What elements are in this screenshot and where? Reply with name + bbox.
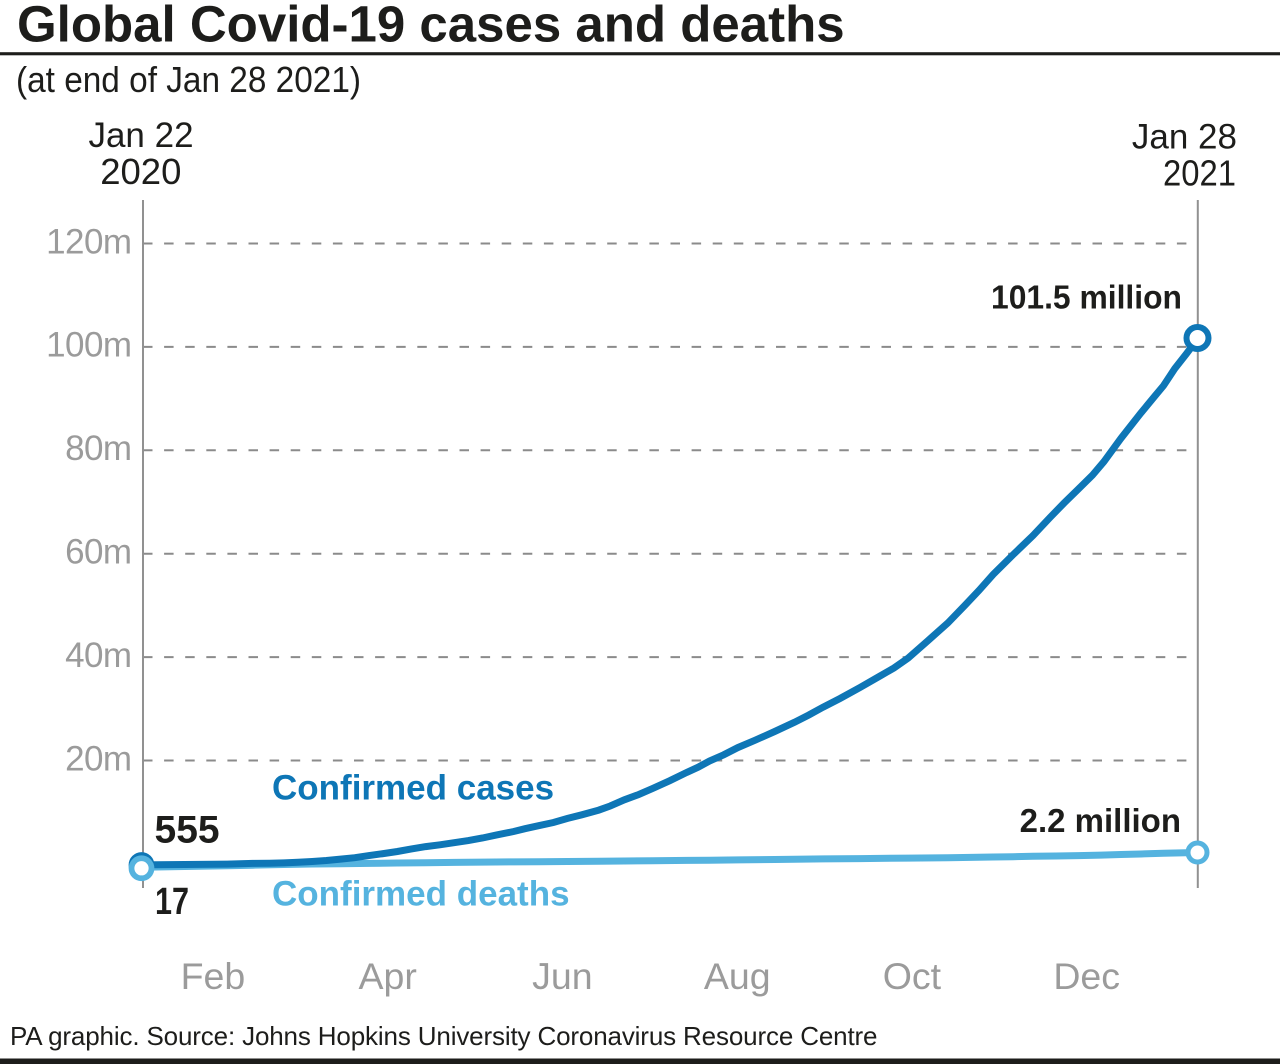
svg-text:Dec: Dec xyxy=(1053,955,1120,997)
svg-text:Confirmed cases: Confirmed cases xyxy=(272,769,554,808)
svg-text:(at end of Jan 28 2021): (at end of Jan 28 2021) xyxy=(16,59,361,100)
svg-text:Feb: Feb xyxy=(181,955,246,997)
svg-text:Confirmed deaths: Confirmed deaths xyxy=(272,875,570,914)
svg-text:2.2 million: 2.2 million xyxy=(1020,802,1181,839)
svg-text:2020: 2020 xyxy=(100,151,181,192)
svg-text:17: 17 xyxy=(155,881,189,923)
svg-text:2021: 2021 xyxy=(1163,153,1236,194)
svg-text:Jan 22: Jan 22 xyxy=(88,116,193,155)
svg-text:555: 555 xyxy=(155,808,220,851)
svg-text:40m: 40m xyxy=(65,636,131,675)
svg-text:120m: 120m xyxy=(46,222,131,261)
svg-text:Jun: Jun xyxy=(532,955,592,997)
svg-text:Oct: Oct xyxy=(883,955,942,997)
svg-text:80m: 80m xyxy=(65,429,131,468)
svg-text:20m: 20m xyxy=(65,739,131,778)
svg-text:Global Covid-19 cases and deat: Global Covid-19 cases and deaths xyxy=(17,0,845,53)
svg-text:Jan 28: Jan 28 xyxy=(1132,118,1237,157)
svg-text:Apr: Apr xyxy=(359,955,417,997)
svg-text:PA graphic. Source: Johns Hopk: PA graphic. Source: Johns Hopkins Univer… xyxy=(10,1021,877,1051)
svg-text:60m: 60m xyxy=(65,533,131,572)
svg-text:Aug: Aug xyxy=(704,955,771,997)
svg-text:101.5 million: 101.5 million xyxy=(991,279,1182,316)
svg-text:100m: 100m xyxy=(46,326,131,365)
